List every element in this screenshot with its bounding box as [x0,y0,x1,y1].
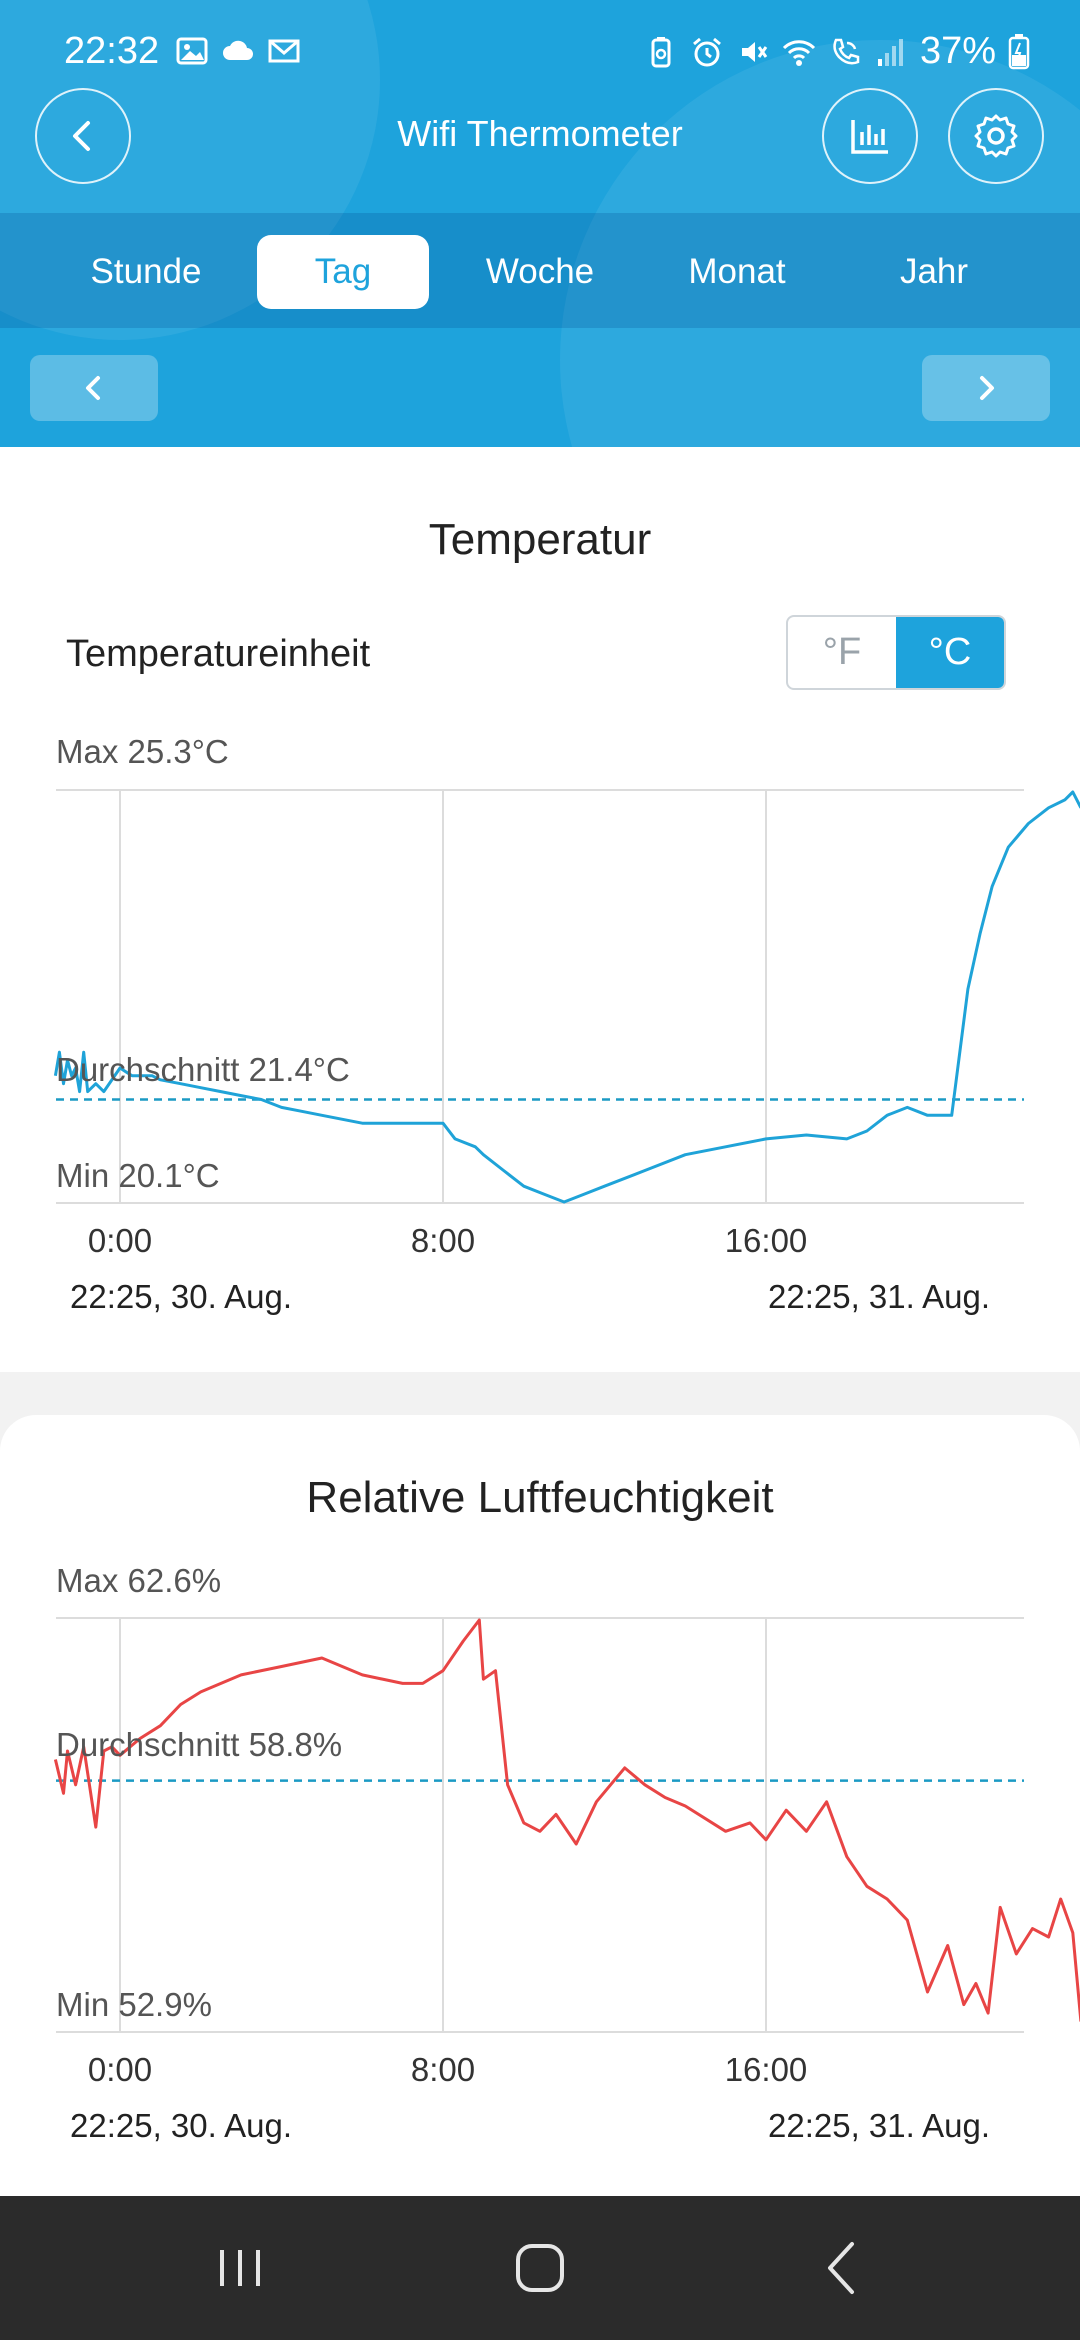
page-title: Wifi Thermometer [397,113,683,154]
cloud-icon [223,40,253,60]
temperature-gridlines [56,789,1024,1204]
temperature-x-tick: 16:00 [724,1222,808,1259]
statistics-button[interactable] [822,88,918,184]
temperature-unit-toggle: °F °C [786,615,1006,690]
battery-icon [1008,33,1030,69]
unit-celsius-option[interactable]: °C [896,617,1004,688]
humidity-min-label: Min 52.9% [56,1986,212,2023]
battery-saver-icon [651,36,671,67]
next-period-button[interactable] [922,355,1050,421]
humidity-x-tick: 0:00 [87,2051,153,2088]
settings-button[interactable] [948,88,1044,184]
humidity-gridlines [56,1617,1024,2033]
temperature-x-tick: 8:00 [410,1222,476,1259]
humidity-card [0,1415,1080,2196]
battery-percent: 37% [919,30,996,72]
status-icons: 37% [644,30,1030,73]
temperature-series-line [53,790,1080,1204]
mute-icon [741,41,768,62]
temperature-max-label: Max 25.3°C [56,733,229,770]
tab-tag[interactable]: Tag [257,235,429,309]
humidity-max-label: Max 62.6% [56,1562,222,1599]
temperature-start-date: 22:25, 30. Aug. [70,1278,293,1315]
humidity-start-date: 22:25, 30. Aug. [70,2107,293,2144]
bar-chart-icon [851,120,888,154]
chevron-right-icon [980,376,994,400]
humidity-average-label: Durchschnitt 58.8% [56,1726,343,1763]
gear-icon [974,114,1018,158]
unit-fahrenheit-option[interactable]: °F [822,631,862,673]
temperature-card [0,447,1080,1372]
temperature-end-date: 22:25, 31. Aug. [768,1278,991,1315]
system-navigation-bar [0,2196,1080,2340]
tab-woche[interactable]: Woche [485,252,595,291]
status-bar: 22:32 37% [0,0,1080,105]
humidity-series-line [53,1618,1080,2022]
tab-stunde[interactable]: Stunde [90,252,202,291]
previous-period-button[interactable] [30,355,158,421]
gallery-icon [176,37,208,65]
notification-icons [175,34,301,68]
humidity-end-date: 22:25, 31. Aug. [768,2107,991,2144]
period-tabbar: Stunde Tag Woche Monat Jahr [0,213,1080,328]
temperature-min-label: Min 20.1°C [56,1157,220,1194]
humidity-title: Relative Luftfeuchtigkeit [306,1473,774,1522]
tab-jahr[interactable]: Jahr [899,252,969,291]
temperature-title: Temperatur [428,515,652,564]
wifi-calling-icon [833,38,860,64]
temperature-x-tick: 0:00 [87,1222,153,1259]
back-nav-icon[interactable] [812,2236,876,2300]
wifi-icon [782,39,816,66]
status-time: 22:32 [64,30,160,72]
humidity-x-tick: 16:00 [724,2051,808,2088]
chevron-left-icon [73,121,90,151]
alarm-icon [692,37,721,66]
back-button[interactable] [35,88,131,184]
tab-monat[interactable]: Monat [688,252,786,291]
home-icon[interactable] [508,2236,572,2300]
signal-icon [877,38,903,66]
mail-icon [268,39,300,63]
app-header: 22:32 37% Wifi Thermometer Stunde Tag Wo… [0,0,1080,447]
temperature-unit-label: Temperatureinheit [66,633,371,675]
recent-apps-icon[interactable] [208,2236,272,2300]
humidity-x-tick: 8:00 [410,2051,476,2088]
temperature-average-label: Durchschnitt 21.4°C [56,1051,350,1088]
chevron-left-icon [86,376,100,400]
